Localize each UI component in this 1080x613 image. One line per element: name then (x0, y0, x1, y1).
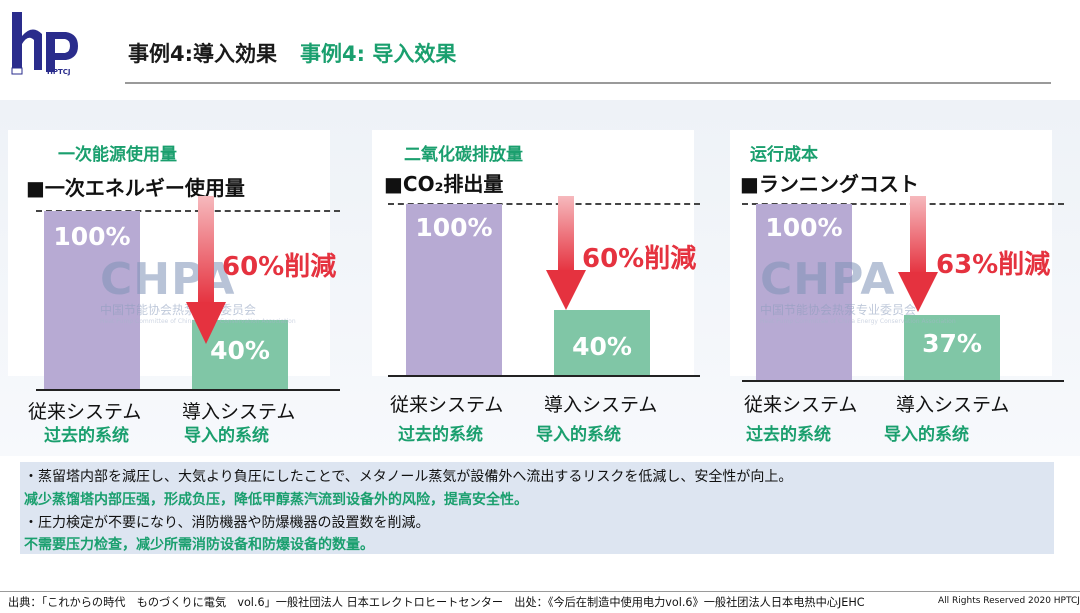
reduction-label: 60%削減 (222, 252, 337, 282)
x-axis (36, 389, 340, 391)
notes-box: ・蒸留塔内部を減圧し、大気より負圧にしたことで、メタノール蒸気が設備外へ流出する… (20, 462, 1054, 554)
label-conventional-jp: 従来システム (390, 394, 504, 416)
bar-conventional-value: 100% (765, 213, 843, 242)
label-introduced-jp: 導入システム (544, 394, 658, 416)
label-introduced-jp: 導入システム (896, 394, 1010, 416)
x-axis (742, 380, 1064, 382)
label-conventional-cn: 过去的系统 (44, 426, 129, 446)
header-divider (125, 82, 1051, 84)
panel-title-cn: 二氧化碳排放量 (404, 145, 523, 165)
panel-co2: 二氧化碳排放量 ■CO₂排出量 100% 40% (372, 130, 700, 377)
note-cn: 减少蒸馏塔内部压强，形成负压，降低甲醇蒸汽流到设备外的风险，提高安全性。 (24, 492, 528, 508)
down-arrow-icon (546, 196, 586, 310)
bar-introduced (554, 310, 650, 375)
note-cn: 不需要压力检查，减少所需消防设备和防爆设备的数量。 (24, 537, 374, 553)
copyright: All Rights Reserved 2020 HPTCJ (938, 596, 1080, 606)
baseline-100-dashed (36, 210, 340, 212)
label-conventional-cn: 过去的系统 (746, 425, 831, 445)
source-citation: 出典：「これからの時代 ものづくりに電気 vol.6」一般社団法人 日本エレクト… (8, 596, 865, 609)
bar-introduced-value: 37% (922, 329, 982, 358)
label-conventional-jp: 従来システム (744, 394, 858, 416)
bar-introduced (904, 315, 1000, 380)
x-axis (388, 375, 700, 377)
bar-introduced-value: 40% (572, 332, 632, 361)
footer-divider (0, 591, 1080, 592)
panel-title-jp: ■ランニングコスト (740, 172, 919, 196)
bar-introduced-value: 40% (210, 336, 270, 365)
label-introduced-cn: 导入的系统 (184, 426, 269, 446)
panel-title-jp: ■CO₂排出量 (384, 172, 504, 196)
bar-conventional-value: 100% (53, 222, 131, 251)
down-arrow-icon (186, 196, 226, 344)
baseline-100-dashed (388, 203, 700, 205)
reduction-label: 60%削減 (582, 244, 697, 274)
note-jp: ・蒸留塔内部を減圧し、大気より負圧にしたことで、メタノール蒸気が設備外へ流出する… (24, 469, 793, 485)
label-conventional-cn: 过去的系统 (398, 425, 483, 445)
panel-primary-energy: 一次能源使用量 ■一次エネルギー使用量 100% 40% (8, 130, 340, 391)
down-arrow-icon (898, 196, 938, 312)
bar-conventional-value: 100% (415, 213, 493, 242)
hptcj-logo: HPTCJ (11, 12, 78, 76)
bar-conventional (756, 204, 852, 380)
panel-title-cn: 运行成本 (750, 145, 818, 165)
panel-running-cost: 运行成本 ■ランニングコスト 100% 37% (730, 130, 1064, 382)
label-conventional-jp: 従来システム (28, 401, 142, 423)
bar-conventional (44, 211, 140, 389)
baseline-100-dashed (742, 203, 1064, 205)
note-jp: ・圧力検定が不要になり、消防機器や防爆機器の設置数を削減。 (24, 515, 430, 531)
bar-conventional (406, 204, 502, 375)
page-title-cn: 事例4: 导入效果 (300, 42, 457, 66)
label-introduced-cn: 导入的系统 (884, 425, 969, 445)
panel-title-cn: 一次能源使用量 (58, 145, 177, 165)
label-introduced-cn: 导入的系统 (536, 425, 621, 445)
label-introduced-jp: 導入システム (182, 401, 296, 423)
page-title-jp: 事例4:導入効果 (128, 42, 278, 66)
logo-text: HPTCJ (47, 68, 71, 76)
reduction-label: 63%削減 (936, 250, 1051, 280)
